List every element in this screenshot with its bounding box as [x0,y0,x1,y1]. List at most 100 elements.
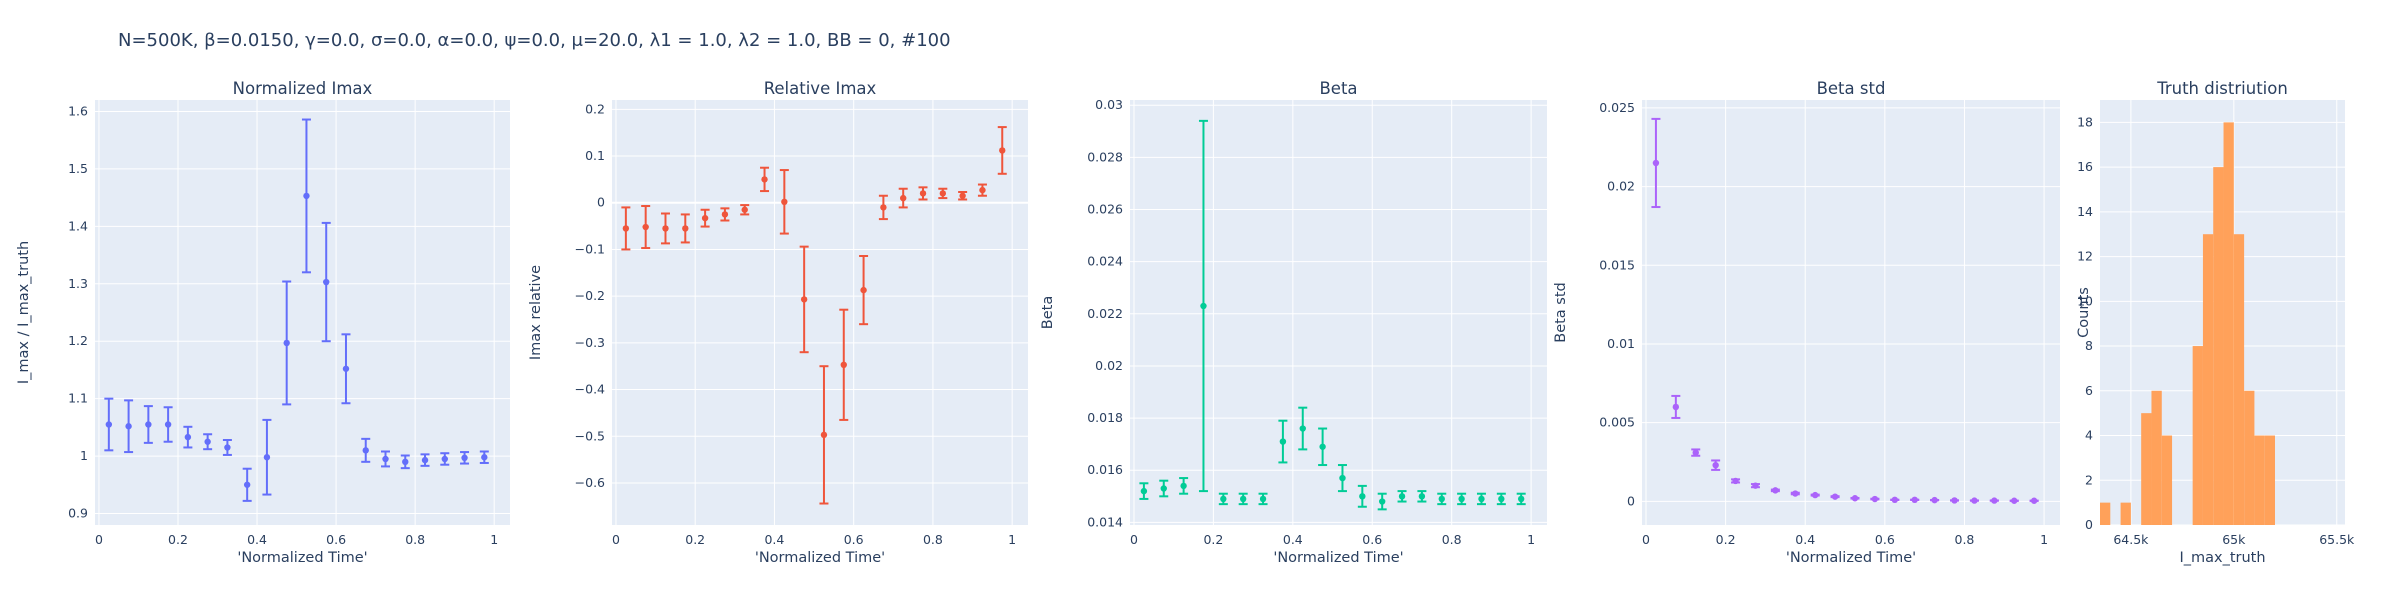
data-point [1811,491,1819,499]
data-point [939,190,947,197]
y-axis-label: I_max / I_max_truth [16,241,32,384]
data-point [1319,443,1326,450]
data-point [204,438,211,445]
data-point [1911,496,1918,504]
data-point [421,456,429,464]
data-point [840,361,847,369]
x-tick-label: 0.4 [1795,532,1815,547]
x-tick-label: 1 [490,532,498,547]
y-tick-label: 14 [2077,204,2093,219]
y-tick-label: −0.6 [575,475,605,490]
y-tick-label: 6 [2085,383,2093,398]
data-point [145,421,152,428]
subplot-title: Normalized Imax [233,79,373,98]
data-point [224,444,231,451]
data-point [800,296,808,303]
y-tick-label: 0.03 [1095,97,1123,112]
data-point [880,204,887,211]
data-point [1951,497,1958,504]
histogram-bar [2120,502,2131,525]
data-point [1831,493,1839,500]
data-point [741,206,748,213]
data-point [342,365,350,372]
histogram-bar [2151,390,2162,525]
y-axis-label: Imax relative [528,265,544,360]
x-tick-label: 0.2 [168,532,188,547]
subplot-2: 0 0.2 0.4 0.6 0.8 1 −0.6 −0.5 −0.4 −0.3 −0.2 −0.1 0 0… [528,79,1028,566]
y-tick-label: 0.02 [1095,358,1123,373]
subplot-1: 0 0.2 0.4 0.6 0.8 1 0.9 1 1.1 1.2 1.3 1.4 1.5 1.6 Norm… [16,79,510,566]
x-tick-label: 1 [1008,532,1016,547]
data-point [1259,495,1267,503]
data-point [919,190,927,197]
data-point [2011,497,2018,504]
histogram-bar [2161,435,2173,525]
data-point [1792,490,1799,497]
y-tick-label: −0.1 [575,241,605,256]
data-point [860,286,867,294]
plot-area [95,100,510,525]
y-tick-label: 18 [2077,114,2093,129]
data-point [1752,482,1759,489]
data-point [761,176,768,183]
x-tick-label: 0.8 [405,532,425,547]
y-tick-label: 0.024 [1087,254,1123,269]
data-point [1732,477,1739,485]
y-tick-label: 0.028 [1087,149,1123,164]
data-point [1712,461,1719,469]
data-point [1200,302,1207,310]
data-point [461,454,468,462]
x-tick-label: 0 [1130,532,1138,547]
x-axis-label: 'Normalized Time' [237,550,367,566]
x-axis-label: 'Normalized Time' [1786,550,1916,566]
data-point [1931,496,1938,504]
x-tick-label: 0.4 [247,532,267,547]
y-tick-label: 0.016 [1087,462,1123,477]
histogram-bar [2192,346,2203,525]
data-point [243,481,251,488]
data-point [1180,482,1187,490]
data-point [1279,438,1287,445]
x-axis-label: 'Normalized Time' [755,550,885,566]
data-point [1498,495,1505,503]
y-tick-label: 0.015 [1599,257,1635,272]
subplot-title: Truth distriution [2156,79,2288,98]
x-axis-label: I_max_truth [2179,550,2265,566]
histogram-bar [2202,234,2214,526]
x-tick-label: 0.2 [1716,532,1736,547]
histogram-bar [2264,435,2275,525]
x-tick-label: 1 [1527,532,1535,547]
data-point [1239,495,1247,503]
data-point [999,147,1006,154]
data-point [1438,495,1445,503]
y-tick-label: −0.5 [575,428,605,443]
y-tick-label: 4 [2085,428,2093,443]
x-tick-label: 64.5k [2113,532,2149,547]
histogram-bar [2254,435,2265,525]
y-axis-label: Beta std [1553,282,1569,343]
data-point [1299,425,1306,432]
data-point [1359,493,1366,500]
histogram-bar [2223,122,2234,526]
data-point [1891,496,1898,504]
data-point [402,458,409,466]
x-tick-label: 0.6 [844,532,864,547]
data-point [362,447,369,454]
x-tick-label: 0.8 [923,532,943,547]
data-point [622,225,630,232]
data-point [1418,493,1426,500]
y-tick-label: −0.3 [575,335,605,350]
data-point [1160,485,1167,492]
x-tick-label: 0.6 [1362,532,1382,547]
plot-area [1130,100,1547,525]
y-tick-label: 0 [1627,493,1635,508]
y-tick-label: 0.014 [1087,514,1123,529]
data-point [721,211,729,218]
data-point [105,421,113,428]
x-tick-label: 0.2 [685,532,705,547]
data-point [323,278,330,286]
y-tick-label: 0.02 [1607,179,1635,194]
x-tick-label: 0.2 [1203,532,1223,547]
data-point [1871,495,1879,503]
y-tick-label: 1.4 [68,218,88,233]
